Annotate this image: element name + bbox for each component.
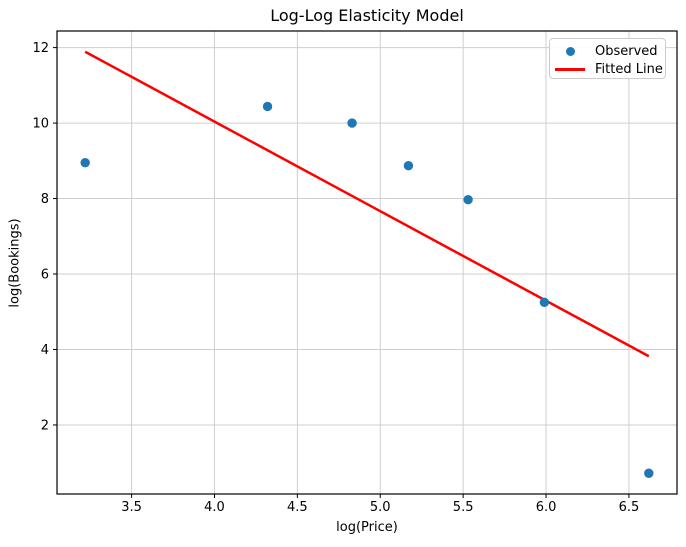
x-tick-label: 4.5	[287, 500, 308, 515]
legend-entry-fitted: Fitted Line	[554, 60, 665, 78]
y-tick-label: 6	[41, 268, 49, 283]
scatter-point	[347, 118, 357, 128]
y-tick-label: 8	[41, 192, 49, 207]
y-axis-label: log(Bookings)	[7, 218, 23, 308]
fitted-line-marker-icon	[555, 67, 585, 71]
x-axis-label: log(Price)	[336, 520, 398, 535]
y-tick-label: 12	[32, 41, 49, 56]
y-tick-label: 4	[41, 343, 49, 358]
legend-label-fitted: Fitted Line	[595, 61, 663, 77]
x-tick-label: 6.0	[536, 500, 557, 515]
scatter-point	[80, 157, 90, 168]
chart-title: Log-Log Elasticity Model	[270, 6, 464, 25]
observed-marker-icon	[565, 46, 575, 56]
legend-label-observed: Observed	[595, 43, 658, 59]
y-tick-label: 10	[32, 117, 49, 132]
y-tick-label: 2	[41, 418, 49, 433]
legend-swatch	[554, 67, 586, 71]
x-tick-label: 5.0	[370, 500, 391, 515]
x-tick-label: 3.5	[121, 500, 142, 515]
scatter-point	[644, 468, 654, 478]
fitted-line	[84, 50, 650, 358]
x-tick-label: 5.5	[453, 500, 474, 515]
legend-swatch	[554, 46, 586, 56]
x-tick-label: 4.0	[204, 500, 225, 515]
legend: Observed Fitted Line	[549, 38, 666, 79]
scatter-point	[463, 194, 473, 205]
x-tick-label: 6.5	[619, 500, 640, 515]
legend-entry-observed: Observed	[554, 42, 665, 60]
scatter-point	[539, 297, 550, 308]
plot-border	[56, 30, 678, 495]
scatter-point	[262, 101, 273, 112]
scatter-point	[403, 161, 414, 171]
